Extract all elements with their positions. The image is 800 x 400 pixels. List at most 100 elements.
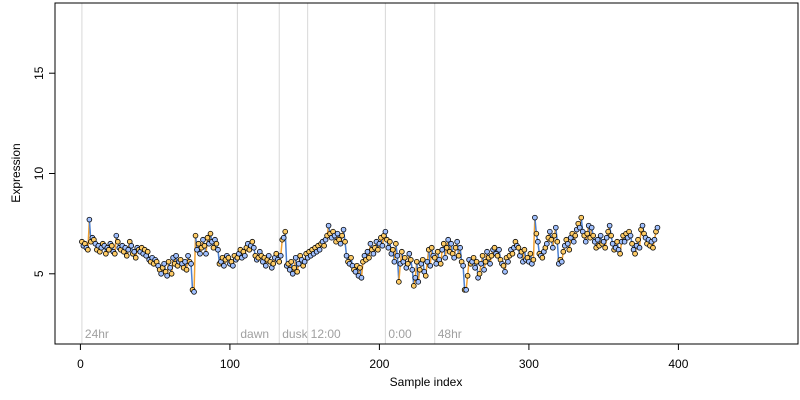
- data-point-143: [292, 254, 299, 261]
- x-tick-label-3: 300: [519, 357, 539, 371]
- data-point-36: [132, 254, 139, 261]
- data-point-211: [394, 252, 401, 259]
- data-point-130: [273, 250, 280, 257]
- data-point-81: [200, 236, 206, 243]
- data-point-355: [609, 240, 616, 247]
- data-point-88: [210, 244, 217, 251]
- data-point-321: [558, 258, 565, 265]
- data-point-274: [488, 252, 495, 259]
- data-point-218: [405, 260, 411, 267]
- data-point-245: [445, 236, 451, 243]
- connector-75: [193, 235, 197, 292]
- data-point-283: [502, 268, 508, 275]
- phase-label-1: dawn: [240, 327, 269, 341]
- data-point-192: [366, 254, 372, 261]
- data-point-186: [357, 264, 363, 271]
- data-point-249: [451, 254, 457, 261]
- data-point-98: [225, 254, 232, 261]
- data-point-73: [188, 260, 194, 267]
- data-point-101: [230, 262, 236, 269]
- data-point-243: [442, 254, 448, 261]
- data-point-183: [352, 268, 359, 275]
- data-point-257: [463, 287, 469, 293]
- data-point-220: [408, 256, 414, 263]
- data-point-303: [532, 214, 538, 221]
- data-point-162: [321, 242, 327, 249]
- data-point-149: [301, 258, 308, 265]
- data-point-267: [478, 260, 484, 267]
- data-point-240: [437, 260, 444, 267]
- data-point-258: [464, 272, 471, 279]
- data-point-90: [213, 240, 220, 247]
- data-point-302: [530, 256, 537, 263]
- data-point-282: [500, 262, 507, 269]
- data-point-372: [635, 236, 641, 243]
- data-point-315: [550, 244, 556, 251]
- data-point-20: [109, 242, 115, 249]
- data-point-263: [472, 264, 478, 271]
- data-point-308: [539, 254, 546, 261]
- data-point-255: [460, 262, 466, 269]
- data-point-35: [131, 248, 138, 255]
- x-axis-label: Sample index: [390, 375, 463, 389]
- connector-255: [462, 265, 466, 290]
- data-point-367: [627, 232, 634, 239]
- data-point-292: [515, 244, 522, 251]
- data-point-236: [431, 254, 438, 261]
- data-point-173: [337, 240, 344, 247]
- data-point-165: [325, 222, 332, 229]
- data-point-251: [454, 238, 460, 245]
- data-point-226: [416, 266, 423, 273]
- data-point-242: [440, 240, 447, 247]
- data-point-31: [125, 246, 132, 253]
- data-point-252: [455, 252, 462, 259]
- data-point-171: [334, 230, 341, 237]
- data-point-223: [412, 275, 419, 281]
- data-point-84: [204, 234, 211, 241]
- data-point-228: [419, 256, 426, 263]
- data-point-44: [144, 248, 151, 255]
- data-point-59: [167, 264, 173, 271]
- data-point-180: [348, 254, 354, 261]
- data-point-382: [650, 244, 656, 251]
- data-point-135: [280, 234, 287, 241]
- data-point-271: [484, 248, 490, 255]
- y-tick-label-2: 15: [32, 66, 46, 80]
- data-point-70: [183, 266, 190, 273]
- data-point-268: [479, 252, 486, 259]
- data-point-214: [399, 248, 405, 255]
- data-point-144: [294, 268, 300, 275]
- data-point-5: [86, 216, 93, 223]
- data-point-209: [391, 258, 398, 265]
- x-tick-label-1: 100: [220, 357, 240, 371]
- data-point-285: [505, 258, 511, 265]
- data-point-63: [173, 252, 179, 259]
- data-point-317: [553, 224, 559, 231]
- x-tick-label-4: 400: [668, 357, 688, 371]
- data-point-278: [494, 252, 501, 259]
- data-point-314: [548, 236, 555, 243]
- data-point-231: [424, 258, 431, 265]
- data-point-76: [192, 232, 199, 239]
- data-point-115: [251, 244, 257, 251]
- data-point-383: [651, 236, 658, 243]
- data-point-198: [375, 246, 381, 253]
- data-point-193: [367, 240, 374, 247]
- data-point-216: [402, 254, 408, 261]
- data-point-24: [114, 238, 121, 245]
- y-axis: 5 10 15: [32, 66, 55, 277]
- data-point-69: [182, 258, 188, 265]
- data-point-313: [547, 228, 553, 235]
- data-point-18: [106, 246, 112, 253]
- y-tick-label-0: 5: [32, 270, 46, 277]
- data-point-177: [343, 252, 350, 259]
- data-point-330: [572, 232, 579, 239]
- data-point-142: [291, 264, 297, 271]
- data-point-250: [452, 244, 459, 251]
- data-point-276: [491, 244, 498, 251]
- data-point-238: [434, 248, 441, 255]
- data-point-296: [521, 246, 528, 253]
- data-point-123: [262, 262, 269, 269]
- data-point-145: [295, 260, 302, 267]
